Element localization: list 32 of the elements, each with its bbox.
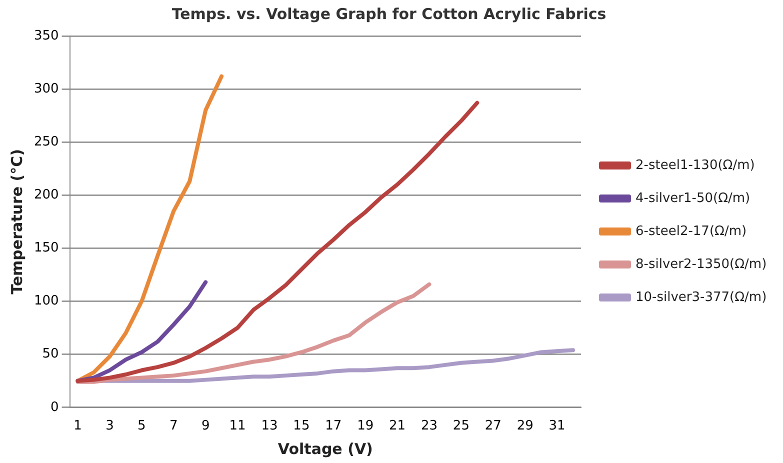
x-tick-label: 3 [106, 418, 114, 434]
x-tick-label: 25 [452, 418, 470, 434]
legend-label: 4-silver1-50(Ω/m) [636, 190, 750, 206]
x-tick-label: 17 [325, 418, 342, 434]
x-tick-label: 13 [261, 418, 278, 434]
x-axis-title: Voltage (V) [278, 440, 373, 458]
x-tick-label: 1 [74, 418, 82, 434]
x-tick-label: 31 [548, 418, 566, 434]
x-tick-label: 21 [389, 418, 406, 434]
y-tick-label: 0 [50, 400, 59, 415]
x-tick-label: 7 [170, 418, 178, 434]
x-tick-label: 11 [229, 418, 246, 434]
x-tick-label: 19 [357, 418, 374, 434]
x-tick-label: 23 [420, 418, 438, 434]
y-tick-label: 50 [42, 346, 59, 362]
y-tick-label: 250 [34, 134, 59, 150]
y-tick-label: 200 [34, 188, 59, 203]
legend-label: 8-silver2-1350(Ω/m) [636, 256, 767, 272]
x-tick-label: 29 [516, 418, 534, 434]
y-tick-label: 350 [34, 28, 59, 44]
y-tick-label: 300 [34, 81, 59, 96]
legend-label: 2-steel1-130(Ω/m) [636, 158, 755, 173]
y-axis-title: Temperature (°C) [8, 149, 26, 294]
legend-label: 6-steel2-17(Ω/m) [636, 224, 747, 239]
x-tick-label: 5 [138, 418, 146, 434]
legend-label: 10-silver3-377(Ω/m) [636, 290, 767, 305]
y-tick-label: 100 [34, 294, 59, 309]
chart-title: Temps. vs. Voltage Graph for Cotton Acrylic Fabrics [172, 4, 606, 23]
y-tick-label: 150 [34, 240, 59, 256]
x-tick-label: 9 [201, 418, 210, 434]
x-tick-label: 15 [293, 418, 310, 434]
x-tick-label: 27 [484, 418, 502, 434]
